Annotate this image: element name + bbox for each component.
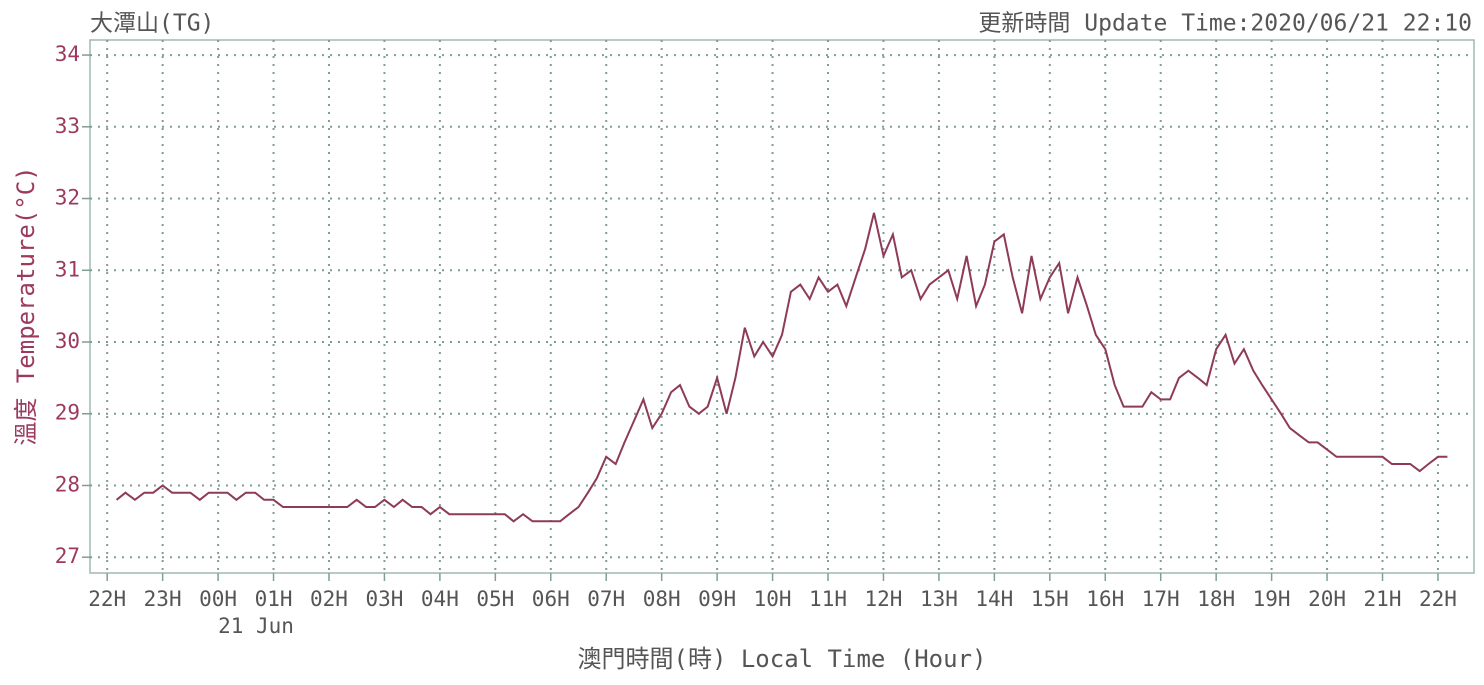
x-tick-label: 20H <box>1308 587 1346 611</box>
x-tick-label: 04H <box>421 587 459 611</box>
x-tick-label: 07H <box>587 587 625 611</box>
x-tick-label: 21H <box>1364 587 1402 611</box>
x-tick-label: 03H <box>365 587 403 611</box>
x-tick-label: 05H <box>476 587 514 611</box>
x-tick-label: 22H <box>88 587 126 611</box>
x-tick-label: 08H <box>643 587 681 611</box>
y-tick-label: 34 <box>55 42 80 66</box>
plot-frame <box>89 39 1475 574</box>
x-tick-label: 14H <box>975 587 1013 611</box>
x-tick-label: 19H <box>1253 587 1291 611</box>
chart-subtitle: 更新時間 Update Time:2020/06/21 22:10 <box>978 11 1472 37</box>
x-tick-label: 12H <box>865 587 903 611</box>
chart-title: 大潭山(TG) <box>90 11 214 37</box>
x-axis-label: 澳門時間(時) Local Time (Hour) <box>578 645 987 673</box>
y-tick-label: 30 <box>55 329 80 353</box>
y-tick-label: 33 <box>55 114 80 138</box>
x-tick-label: 17H <box>1142 587 1180 611</box>
y-tick-label: 27 <box>55 544 80 568</box>
x-tick-label: 01H <box>255 587 293 611</box>
y-axis-label: 溫度 Temperature(°C) <box>12 166 40 445</box>
x-tick-label: 13H <box>920 587 958 611</box>
x-tick-label: 00H <box>199 587 237 611</box>
x-tick-label: 16H <box>1086 587 1124 611</box>
x-tick-label: 22H <box>1419 587 1457 611</box>
y-tick-label: 32 <box>55 186 80 210</box>
y-tick-label: 28 <box>55 472 80 496</box>
x-tick-label: 10H <box>754 587 792 611</box>
y-tick-label: 29 <box>55 401 80 425</box>
y-tick-label: 31 <box>55 257 80 281</box>
x-tick-label: 15H <box>1031 587 1069 611</box>
x-tick-label: 11H <box>809 587 847 611</box>
x-tick-label: 02H <box>310 587 348 611</box>
x-tick-label: 23H <box>144 587 182 611</box>
annotation: 21 Jun <box>218 614 294 638</box>
temperature-line <box>115 212 1448 523</box>
x-tick-label: 18H <box>1197 587 1235 611</box>
x-tick-label: 09H <box>698 587 736 611</box>
x-tick-label: 06H <box>532 587 570 611</box>
